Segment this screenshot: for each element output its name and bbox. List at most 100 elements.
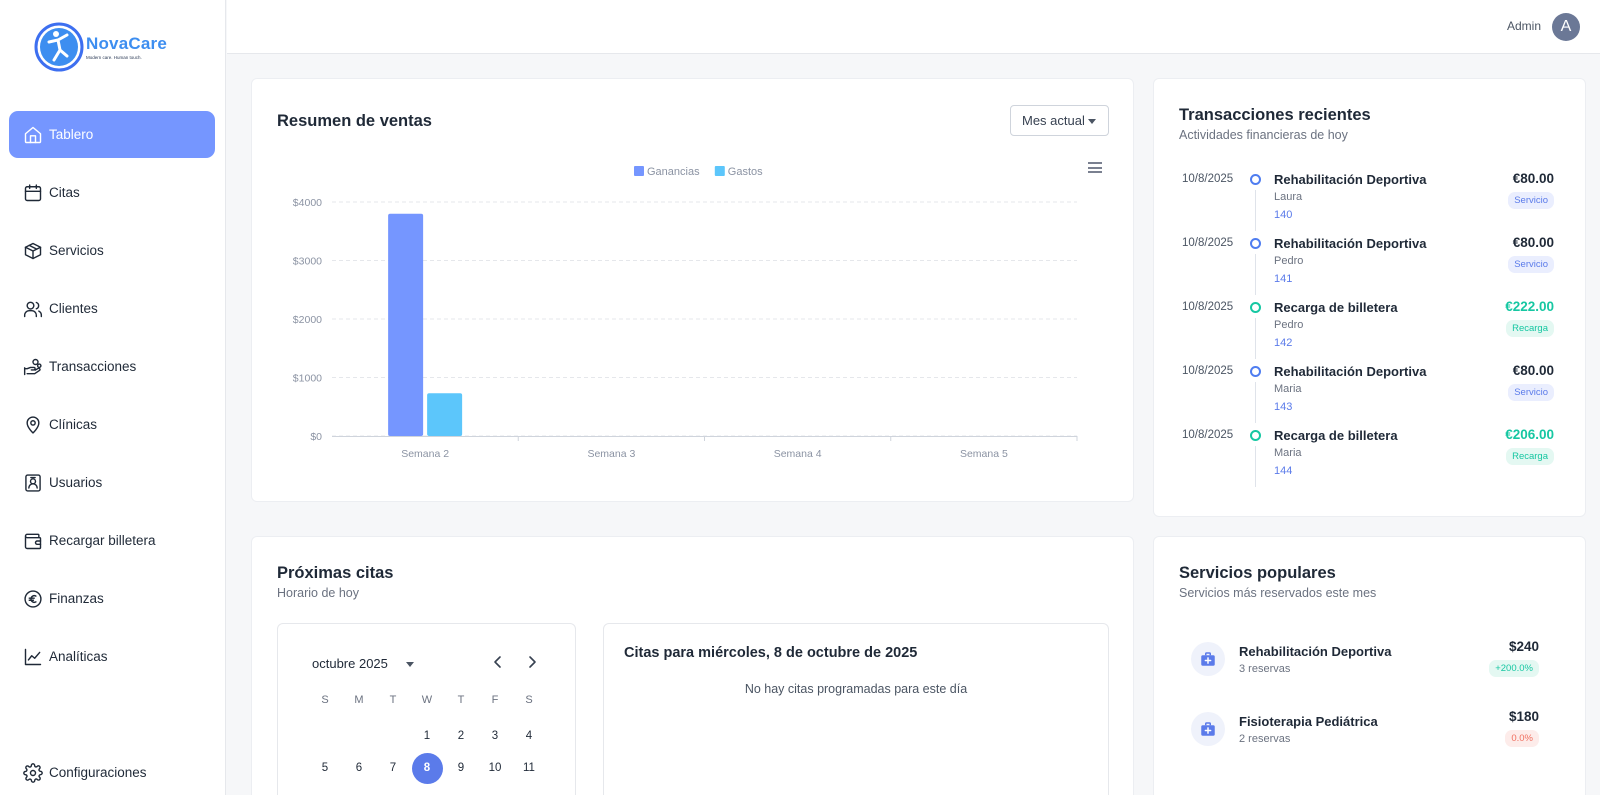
popular-services-subtitle: Servicios más reservados este mes (1179, 586, 1377, 600)
transaction-type-badge: Servicio (1508, 192, 1554, 209)
sidebar-item-settings[interactable]: Configuraciones (9, 749, 215, 795)
sidebar-item-usuarios[interactable]: Usuarios (9, 459, 215, 506)
brand-tagline: Modern care. Human touch. (86, 55, 142, 60)
calendar-day[interactable]: 11 (523, 762, 535, 774)
recent-transactions-card: Transacciones recientes Actividades fina… (1153, 78, 1586, 517)
chart-menu-icon[interactable] (1088, 162, 1102, 176)
y-tick-label: $0 (310, 431, 322, 443)
transaction-title: Recarga de billetera (1274, 428, 1398, 443)
period-select[interactable]: Mes actual (1010, 105, 1109, 136)
transaction-row[interactable]: 10/8/2025 Rehabilitación Deportiva Laura… (1179, 171, 1564, 235)
transaction-client: Laura (1274, 191, 1303, 203)
calendar-month-label[interactable]: octubre 2025 (312, 656, 388, 671)
transaction-id-link[interactable]: 143 (1274, 401, 1293, 413)
legend-swatch (634, 166, 644, 176)
hand-coins-icon (23, 358, 42, 375)
transaction-type-badge: Servicio (1508, 384, 1554, 401)
x-tick-label: Semana 4 (774, 448, 822, 460)
caret-down-icon[interactable] (406, 662, 414, 667)
sidebar-nav: Tablero Citas Servicios Clientes Transac… (9, 111, 215, 691)
sidebar-item-label: Transacciones (49, 359, 137, 374)
timeline-line (1255, 446, 1256, 487)
sales-summary-title: Resumen de ventas (277, 112, 432, 130)
sales-summary-card: Resumen de ventas Mes actual $0 $1000 $200… (251, 78, 1134, 502)
transaction-row[interactable]: 10/8/2025 Rehabilitación Deportiva Maria… (1179, 363, 1564, 427)
transaction-amount: €80.00 (1512, 363, 1554, 378)
transaction-amount: €80.00 (1512, 171, 1554, 186)
calendar-day[interactable]: 7 (389, 762, 397, 774)
calendar-day[interactable]: 1 (423, 730, 431, 742)
calendar-icon (24, 183, 42, 201)
chevron-right-icon[interactable] (524, 654, 540, 670)
timeline-line (1255, 190, 1256, 231)
timeline-dot-icon (1250, 430, 1261, 441)
transaction-client: Maria (1274, 383, 1302, 395)
user-name[interactable]: Admin (1506, 19, 1541, 33)
transaction-type-badge: Recarga (1506, 320, 1554, 337)
service-revenue: $180 (1508, 709, 1539, 724)
transaction-id-link[interactable]: 140 (1274, 209, 1293, 221)
transaction-client: Maria (1274, 447, 1302, 459)
sidebar-item-finanzas[interactable]: Finanzas (9, 575, 215, 622)
transaction-date: 10/8/2025 (1182, 301, 1234, 313)
popular-service-row[interactable]: Rehabilitación Deportiva 3 reservas $240… (1191, 639, 1551, 692)
transaction-row[interactable]: 10/8/2025 Recarga de billetera Pedro 142… (1179, 299, 1564, 363)
sidebar-item-clinicas[interactable]: Clínicas (9, 401, 215, 448)
calendar-day[interactable]: 3 (491, 730, 499, 742)
sidebar-item-label: Usuarios (49, 475, 103, 490)
transactions-subtitle: Actividades financieras de hoy (1179, 128, 1348, 142)
sidebar-item-label: Tablero (49, 127, 94, 142)
mini-calendar: octubre 2025 SMTWTFS1234567891011112 (277, 623, 576, 795)
chevron-left-icon[interactable] (490, 654, 506, 670)
transaction-client: Pedro (1274, 319, 1304, 331)
users-icon (23, 301, 43, 317)
calendar-weekday: T (389, 694, 397, 706)
sidebar-item-recargar-billetera[interactable]: Recargar billetera (9, 517, 215, 564)
transaction-amount: €80.00 (1512, 235, 1554, 250)
service-bookings: 3 reservas (1239, 663, 1291, 675)
popular-service-row[interactable]: Fisioterapia Pediátrica 2 reservas $180 … (1191, 709, 1551, 762)
transaction-title: Recarga de billetera (1274, 300, 1398, 315)
euro-icon (24, 589, 42, 608)
calendar-day[interactable]: 8 (423, 762, 431, 774)
timeline-line (1255, 254, 1256, 295)
brand-logo[interactable]: NovaCare Modern care. Human touch. (34, 22, 167, 72)
sidebar-item-servicios[interactable]: Servicios (9, 227, 215, 274)
transaction-row[interactable]: 10/8/2025 Recarga de billetera Maria 144… (1179, 427, 1564, 491)
wallet-icon (24, 533, 42, 549)
timeline-dot-icon (1250, 174, 1261, 185)
brand-name: NovaCare (86, 34, 167, 53)
calendar-day[interactable]: 10 (488, 762, 502, 774)
timeline-dot-icon (1250, 238, 1261, 249)
sidebar-item-citas[interactable]: Citas (9, 169, 215, 216)
period-select-value: Mes actual (1022, 113, 1085, 128)
calendar-day[interactable]: 5 (321, 762, 329, 774)
sidebar-item-label: Analíticas (49, 649, 108, 664)
transaction-id-link[interactable]: 144 (1274, 465, 1293, 477)
gear-icon (23, 762, 43, 783)
calendar-day[interactable]: 4 (525, 730, 533, 742)
x-tick-label: Semana 5 (960, 448, 1008, 460)
sidebar-item-clientes[interactable]: Clientes (9, 285, 215, 332)
transaction-id-link[interactable]: 142 (1274, 337, 1293, 349)
sidebar: NovaCare Modern care. Human touch. Table… (0, 0, 226, 795)
caret-down-icon (1088, 119, 1096, 124)
avatar[interactable]: A (1552, 13, 1580, 41)
calendar-day[interactable]: 9 (457, 762, 465, 774)
service-bookings: 2 reservas (1239, 733, 1291, 745)
transaction-date: 10/8/2025 (1182, 365, 1234, 377)
sidebar-item-transacciones[interactable]: Transacciones (9, 343, 215, 390)
service-growth-badge: 0.0% (1505, 730, 1539, 747)
calendar-day[interactable]: 6 (355, 762, 363, 774)
timeline-dot-icon (1250, 302, 1261, 313)
day-appointments-panel: Citas para miércoles, 8 de octubre de 20… (603, 623, 1109, 795)
map-pin-icon (26, 415, 40, 434)
box-icon (24, 242, 42, 259)
transaction-id-link[interactable]: 141 (1274, 273, 1293, 285)
transaction-row[interactable]: 10/8/2025 Rehabilitación Deportiva Pedro… (1179, 235, 1564, 299)
calendar-day[interactable]: 2 (457, 730, 465, 742)
sidebar-item-analiticas[interactable]: Analíticas (9, 633, 215, 680)
sidebar-item-tablero[interactable]: Tablero (9, 111, 215, 158)
sidebar-item-label: Recargar billetera (49, 533, 156, 548)
transactions-title: Transacciones recientes (1179, 106, 1371, 124)
